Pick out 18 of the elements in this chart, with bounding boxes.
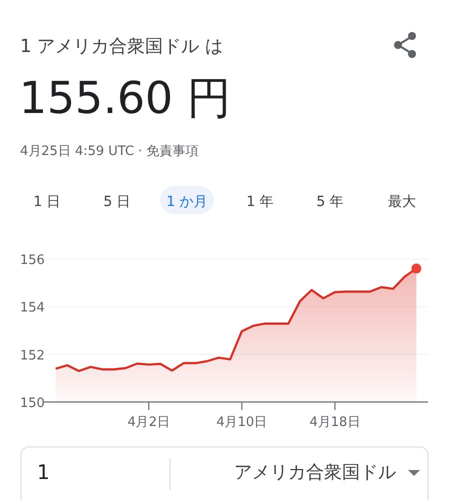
chart-title: 1 アメリカ合衆国ドル は: [20, 36, 223, 57]
y-tick-label: 154: [20, 300, 45, 316]
y-tick-label: 156: [20, 253, 45, 268]
x-tick-label: 4月18日: [309, 415, 360, 430]
text: 1 年: [246, 194, 274, 210]
x-tick-label: 4月10日: [216, 415, 268, 430]
text: 1: [37, 460, 50, 484]
text: アメリカ合衆国ドル: [234, 462, 396, 483]
text: 5 年: [316, 194, 344, 210]
y-tick-label: 150: [20, 396, 45, 411]
text: 1 か月: [166, 194, 208, 210]
text: 4月25日 4:59 UTC · 免責事項: [20, 144, 198, 159]
text: 5 日: [103, 194, 131, 210]
text: 1 日: [33, 194, 61, 210]
y-tick-label: 152: [20, 348, 45, 364]
x-tick-label: 4月2日: [127, 415, 170, 430]
chart-subtitle: 155.60 円: [19, 73, 231, 124]
text: 最大: [388, 194, 416, 210]
